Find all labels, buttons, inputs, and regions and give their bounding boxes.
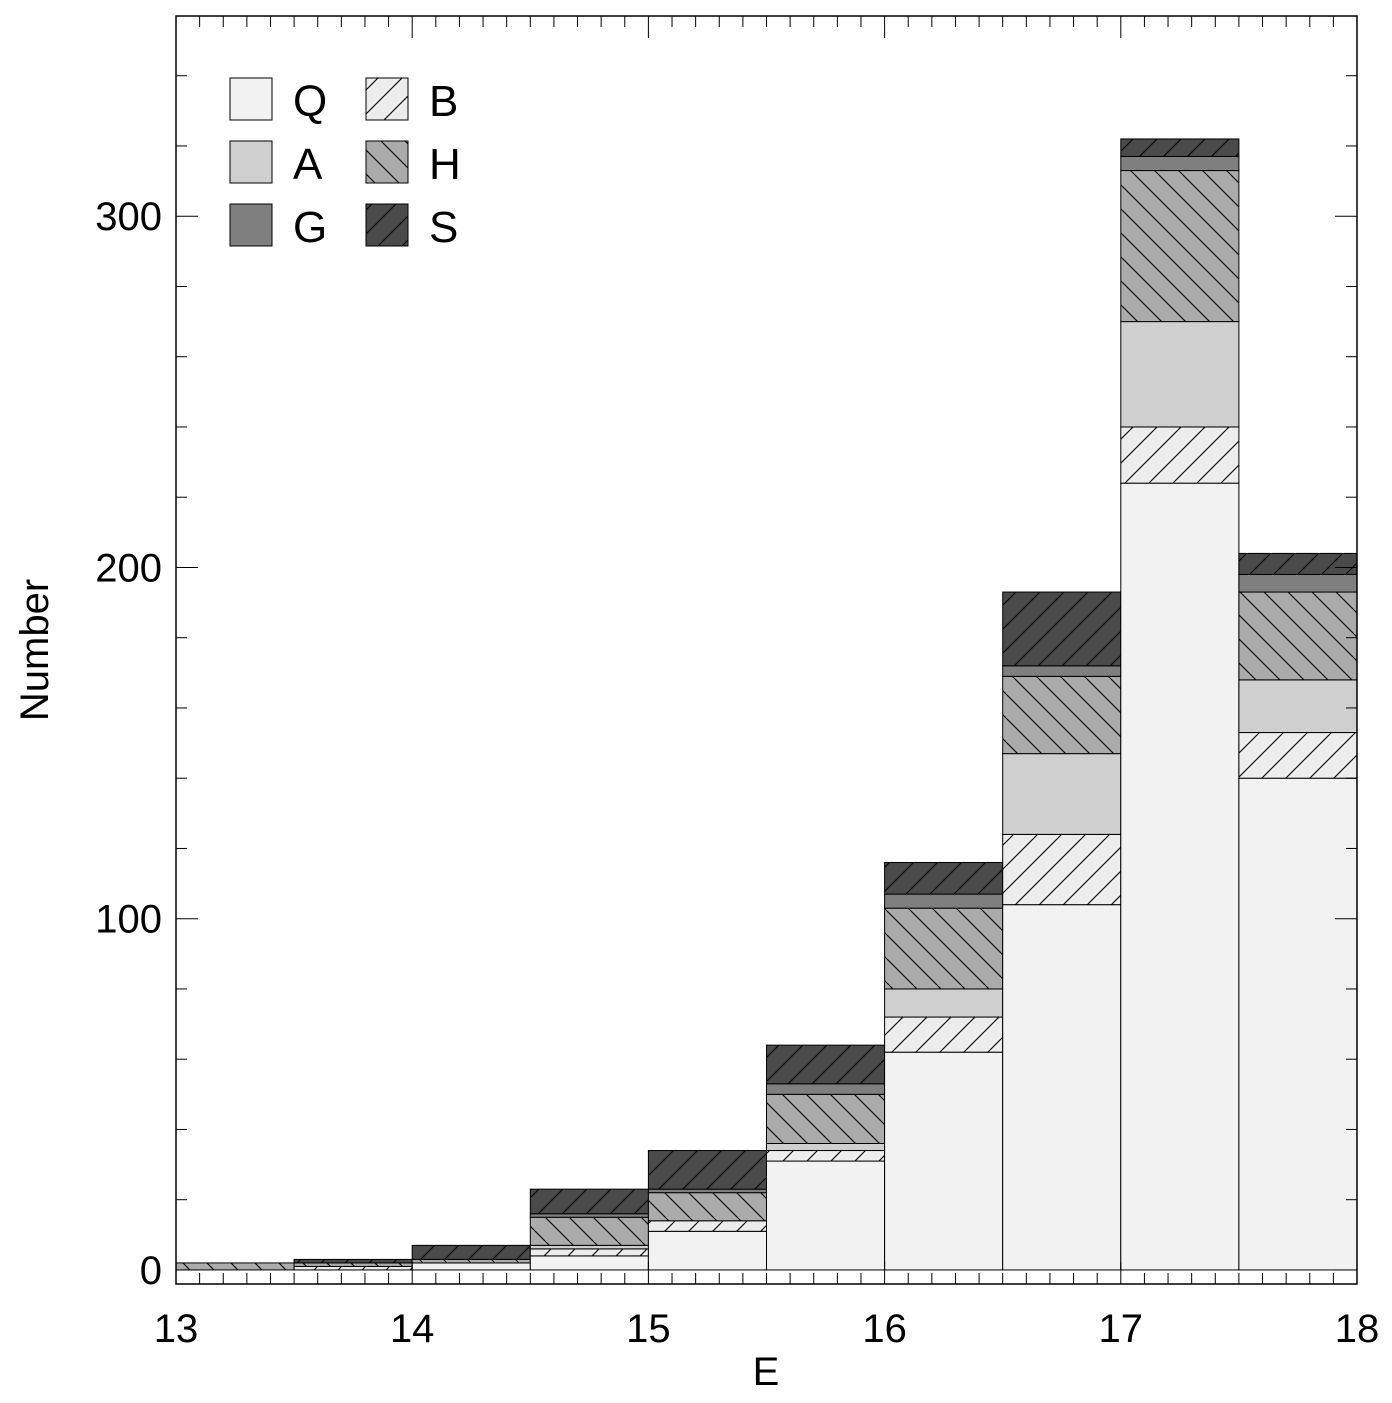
- bar-hatch-S: [648, 1150, 767, 1190]
- bar-hatch-S: [530, 1189, 649, 1214]
- bar-hatch-H: [294, 1262, 413, 1267]
- y-axis-title: Number: [13, 579, 57, 721]
- bar-hatch-B: [648, 1220, 767, 1232]
- bar-hatch-S: [1002, 592, 1121, 666]
- legend-label-S: S: [429, 203, 458, 252]
- bar-hatch-S: [1120, 138, 1239, 157]
- bar-segment-G: [647, 1188, 768, 1194]
- x-tick-label: 13: [154, 1307, 199, 1351]
- legend-label-Q: Q: [293, 77, 327, 126]
- legend-label-H: H: [429, 140, 461, 189]
- legend-swatch-Q: [229, 77, 273, 121]
- y-tick-label: 200: [95, 546, 162, 590]
- x-axis-title: E: [753, 1350, 780, 1394]
- bar-segment-Q: [884, 1051, 1004, 1271]
- bar-hatch-H: [1238, 592, 1357, 680]
- x-tick-label: 16: [862, 1307, 907, 1351]
- bar-hatch-H: [1120, 170, 1239, 322]
- y-tick-label: 300: [95, 195, 162, 239]
- bar-hatch-S: [884, 862, 1003, 895]
- bar-hatch-S: [412, 1245, 531, 1260]
- bar-segment-G: [529, 1213, 649, 1218]
- legend-swatch-A: [229, 140, 273, 184]
- bar-segment-Q: [411, 1262, 531, 1271]
- legend-swatch-hatch-H: [366, 141, 408, 183]
- bar-segment-G: [766, 1083, 886, 1095]
- bar-hatch-H: [884, 908, 1003, 989]
- legend-label-B: B: [429, 77, 458, 126]
- legend-swatch-G: [229, 203, 273, 247]
- bar-segment-A: [1002, 753, 1122, 835]
- bar-hatch-B: [1120, 426, 1239, 484]
- legend-label-A: A: [293, 140, 323, 189]
- bar-segment-G: [884, 893, 1004, 909]
- bar-segment-Q: [647, 1230, 768, 1271]
- bar-segment-G: [1002, 665, 1122, 677]
- x-tick-label: 14: [390, 1307, 435, 1351]
- bar-hatch-B: [530, 1248, 649, 1256]
- bar-hatch-B: [884, 1017, 1003, 1053]
- bar-hatch-S: [766, 1045, 885, 1084]
- axes: [175, 15, 1358, 1285]
- bar-segment-Q: [766, 1160, 886, 1271]
- tick-labels: 13 14 15 16 17 18 0 100 200 300: [95, 195, 1379, 1351]
- legend-swatch-hatch-S: [366, 204, 408, 246]
- bar-hatch-S: [1238, 553, 1357, 575]
- legend-label-G: G: [293, 203, 327, 252]
- bar-hatch-H: [176, 1262, 295, 1270]
- legend-swatch-hatch-B: [366, 78, 408, 120]
- bar-hatch-H: [530, 1217, 649, 1246]
- bar-stacks: [176, 138, 1357, 1271]
- legend: QAG BHS: [229, 77, 461, 252]
- x-tick-label: 17: [1099, 1307, 1144, 1351]
- bar-segment-A: [884, 988, 1004, 1018]
- y-tick-label: 0: [140, 1249, 162, 1293]
- bar-segment-A: [529, 1244, 649, 1250]
- x-tick-label: 18: [1335, 1307, 1380, 1351]
- bar-segment-G: [1238, 573, 1357, 593]
- bar-segment-Q: [1120, 482, 1240, 1271]
- bar-hatch-B: [1002, 834, 1121, 905]
- bar-segment-Q: [529, 1255, 649, 1271]
- bar-hatch-B: [294, 1266, 413, 1270]
- bar-segment-Q: [1238, 777, 1357, 1271]
- bar-segment-A: [1238, 679, 1357, 734]
- bar-hatch-H: [412, 1259, 531, 1263]
- x-tick-label: 15: [626, 1307, 671, 1351]
- bar-hatch-H: [648, 1192, 767, 1221]
- bar-hatch-B: [766, 1150, 885, 1162]
- bar-hatch-S: [294, 1259, 413, 1263]
- bar-hatch-H: [1002, 676, 1121, 754]
- bar-segment-A: [1120, 321, 1240, 428]
- bar-hatch-B: [1238, 732, 1357, 779]
- bar-segment-G: [1120, 155, 1240, 172]
- y-tick-label: 100: [95, 898, 162, 942]
- bar-segment-Q: [1002, 904, 1122, 1271]
- bar-hatch-H: [766, 1094, 885, 1144]
- bar-segment-A: [766, 1143, 886, 1152]
